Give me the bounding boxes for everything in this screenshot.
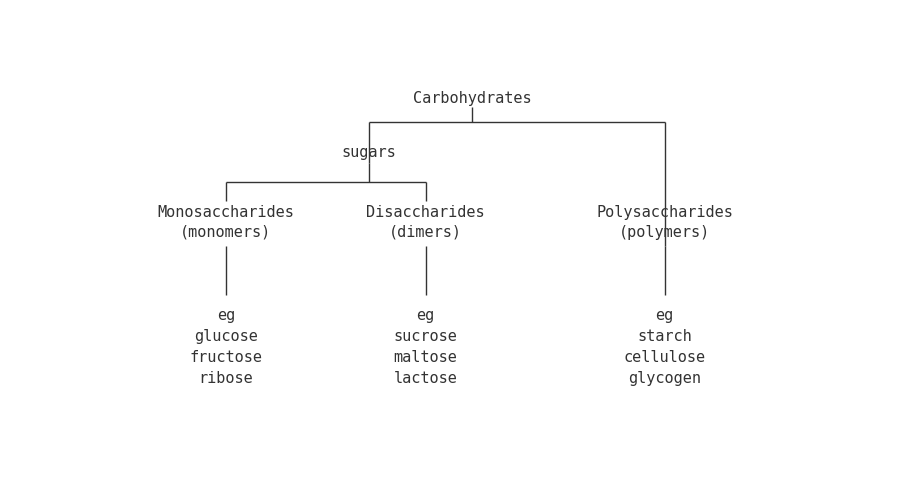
- Text: Monosaccharides
(monomers): Monosaccharides (monomers): [157, 204, 294, 240]
- Text: Disaccharides
(dimers): Disaccharides (dimers): [367, 204, 485, 240]
- Text: eg
sucrose
maltose
lactose: eg sucrose maltose lactose: [393, 307, 458, 385]
- Text: eg
starch
cellulose
glycogen: eg starch cellulose glycogen: [624, 307, 705, 385]
- Text: Carbohydrates: Carbohydrates: [413, 91, 531, 105]
- Text: Polysaccharides
(polymers): Polysaccharides (polymers): [596, 204, 733, 240]
- Text: eg
glucose
fructose
ribose: eg glucose fructose ribose: [189, 307, 262, 385]
- Text: sugars: sugars: [341, 145, 396, 160]
